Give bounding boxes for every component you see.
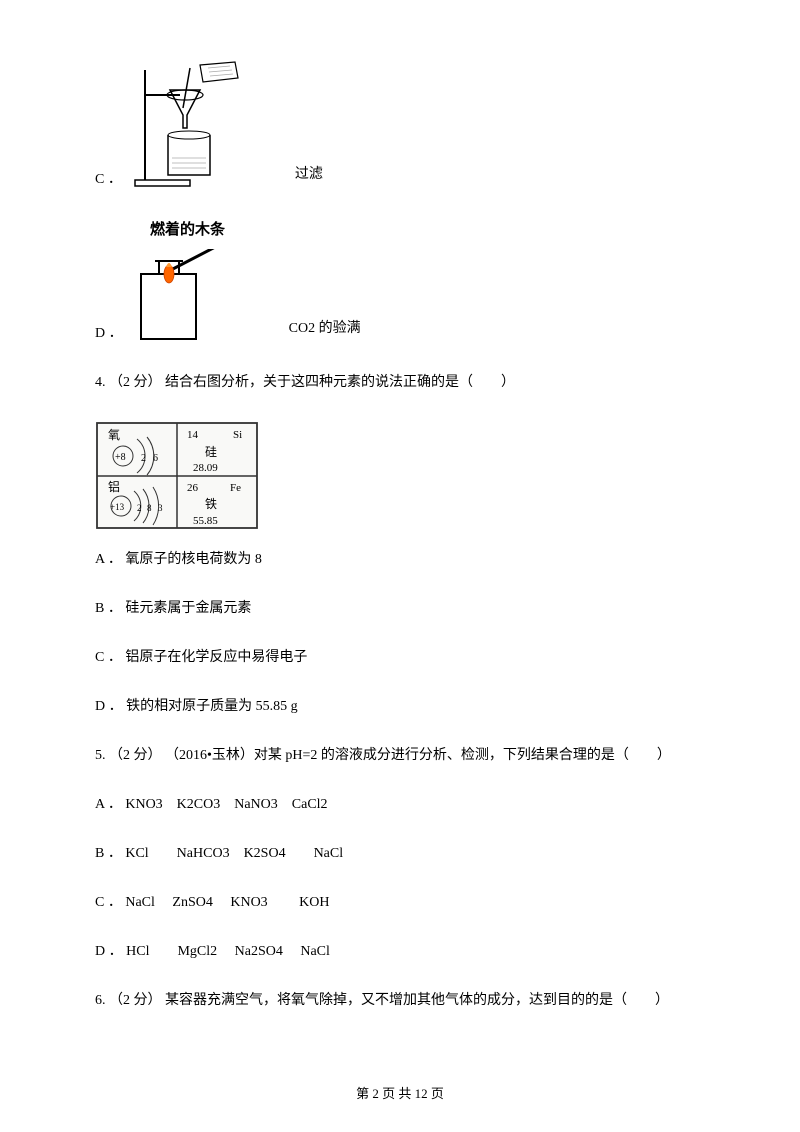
q4-d-text: 铁的相对原子质量为 55.85 g — [126, 699, 298, 714]
svg-text:6: 6 — [153, 453, 158, 464]
q4-option-c: C ． 铝原子在化学反应中易得电子 — [95, 647, 705, 668]
q6-number: 6. — [95, 993, 106, 1008]
option-d-label: D ． — [95, 323, 123, 344]
svg-text:14: 14 — [187, 429, 199, 441]
svg-text:铁: 铁 — [205, 497, 217, 511]
q4-option-b: B ． 硅元素属于金属元素 — [95, 598, 705, 619]
q4-points: （2 分） — [109, 375, 162, 390]
q5-number: 5. — [95, 748, 106, 763]
q4-option-a: A ． 氧原子的核电荷数为 8 — [95, 549, 705, 570]
option-c-row: C ． 过滤 — [95, 60, 705, 190]
svg-text:氧: 氧 — [108, 428, 120, 442]
q5-option-a: A ． KNO3 K2CO3 NaNO3 CaCl2 — [95, 794, 705, 815]
q4-b-text: 硅元素属于金属元素 — [125, 601, 251, 616]
q5-a-label: A ． — [95, 797, 122, 812]
q4-option-d: D ． 铁的相对原子质量为 55.85 g — [95, 696, 705, 717]
q4-a-text: 氧原子的核电荷数为 8 — [125, 552, 262, 567]
q6-text: 某容器充满空气，将氧气除掉，又不增加其他气体的成分，达到目的的是（ ） — [165, 993, 669, 1008]
svg-text:硅: 硅 — [205, 445, 217, 459]
filtration-figure — [130, 60, 265, 190]
q5-b-label: B ． — [95, 846, 122, 861]
q6-points: （2 分） — [109, 993, 162, 1008]
footer-text: 第 2 页 共 12 页 — [356, 1086, 444, 1101]
option-c-text: 过滤 — [295, 164, 323, 190]
q5-b-text: KCl NaHCO3 K2SO4 NaCl — [125, 846, 343, 861]
svg-text:55.85: 55.85 — [193, 515, 218, 527]
svg-text:Fe: Fe — [230, 482, 241, 494]
option-d-caption-row: 燃着的木条 — [95, 218, 705, 239]
page-footer: 第 2 页 共 12 页 — [0, 1083, 800, 1102]
q5-option-d: D ． HCl MgCl2 Na2SO4 NaCl — [95, 941, 705, 962]
svg-text:铝: 铝 — [108, 479, 120, 494]
q4-b-label: B ． — [95, 601, 122, 616]
svg-text:28.09: 28.09 — [193, 462, 218, 474]
question-6: 6. （2 分） 某容器充满空气，将氧气除掉，又不增加其他气体的成分，达到目的的… — [95, 990, 705, 1011]
question-5: 5. （2 分） （2016•玉林）对某 pH=2 的溶液成分进行分析、检测，下… — [95, 745, 705, 766]
q5-a-text: KNO3 K2CO3 NaNO3 CaCl2 — [125, 797, 327, 812]
q4-text: 结合右图分析，关于这四种元素的说法正确的是（ ） — [165, 375, 515, 390]
svg-text:2: 2 — [137, 503, 142, 513]
q5-c-label: C ． — [95, 895, 122, 910]
q4-c-label: C ． — [95, 650, 122, 665]
svg-text:2: 2 — [141, 453, 146, 464]
option-d-row: D ． CO2 的验满 — [95, 249, 705, 344]
burning-splint-caption: 燃着的木条 — [150, 222, 225, 238]
q5-d-label: D ． — [95, 944, 123, 959]
svg-text:Si: Si — [233, 429, 242, 441]
q5-option-b: B ． KCl NaHCO3 K2SO4 NaCl — [95, 843, 705, 864]
option-d-text: CO2 的验满 — [289, 318, 361, 344]
q4-d-label: D ． — [95, 699, 123, 714]
q4-number: 4. — [95, 375, 106, 390]
q5-text: （2016•玉林）对某 pH=2 的溶液成分进行分析、检测，下列结果合理的是（ … — [165, 748, 671, 763]
svg-text:+8: +8 — [115, 452, 126, 463]
q5-d-text: HCl MgCl2 Na2SO4 NaCl — [126, 944, 330, 959]
svg-text:26: 26 — [187, 482, 199, 494]
q4-element-figure: 氧 +8 2 6 14 Si 硅 28.09 铝 +13 2 8 3 26 — [95, 421, 705, 531]
question-4: 4. （2 分） 结合右图分析，关于这四种元素的说法正确的是（ ） — [95, 372, 705, 393]
svg-text:8: 8 — [147, 503, 152, 513]
q5-points: （2 分） — [109, 748, 162, 763]
svg-text:3: 3 — [158, 503, 163, 513]
q5-c-text: NaCl ZnSO4 KNO3 KOH — [125, 895, 329, 910]
q5-option-c: C ． NaCl ZnSO4 KNO3 KOH — [95, 892, 705, 913]
option-c-label: C ． — [95, 169, 122, 190]
svg-text:+13: +13 — [110, 502, 125, 512]
q4-a-label: A ． — [95, 552, 122, 567]
q4-c-text: 铝原子在化学反应中易得电子 — [125, 650, 307, 665]
co2-test-figure — [131, 249, 271, 344]
